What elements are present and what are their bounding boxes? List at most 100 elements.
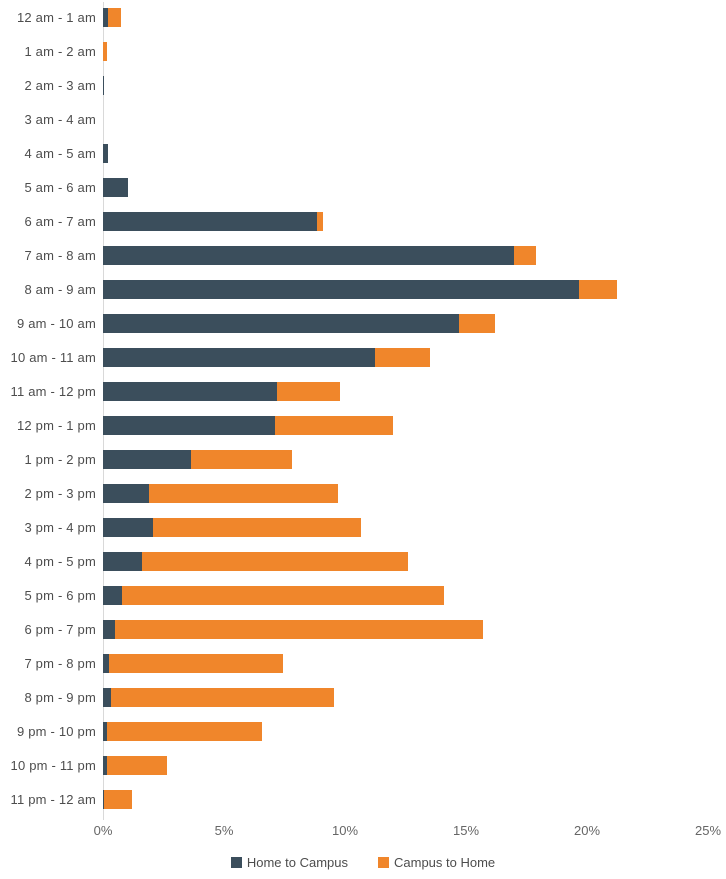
y-axis-label: 3 am - 4 am [24,111,96,127]
y-axis-label: 7 am - 8 am [24,247,96,263]
bar-track [103,551,708,571]
bar-segment-home-to-campus [103,721,107,741]
bar-segment-campus-to-home [152,517,361,537]
y-axis-label: 2 am - 3 am [24,77,96,93]
bar-row-7-pm-8-pm: 7 pm - 8 pm [0,646,726,680]
bar-track [103,41,708,61]
bar-track [103,381,708,401]
bar-segment-home-to-campus [103,755,107,775]
bar-row-4-am-5-am: 4 am - 5 am [0,136,726,170]
bar-track [103,313,708,333]
y-axis-label: 4 am - 5 am [24,145,96,161]
bar-row-9-pm-10-pm: 9 pm - 10 pm [0,714,726,748]
y-axis-label: 6 pm - 7 pm [24,621,96,637]
bar-row-11-pm-12-am: 11 pm - 12 am [0,782,726,816]
bar-segment-campus-to-home [578,279,618,299]
bar-segment-home-to-campus [103,75,105,95]
y-axis-label: 4 pm - 5 pm [24,553,96,569]
bar-row-10-pm-11-pm: 10 pm - 11 pm [0,748,726,782]
bar-track [103,585,708,605]
bar-segment-campus-to-home [458,313,496,333]
y-axis-label: 12 pm - 1 pm [17,417,96,433]
bar-row-8-am-9-am: 8 am - 9 am [0,272,726,306]
y-axis-label: 11 pm - 12 am [10,791,96,807]
bar-track [103,755,708,775]
x-tick-label: 0% [93,823,113,838]
x-tick-label: 15% [452,823,480,838]
bar-track [103,483,708,503]
bar-segment-home-to-campus [103,211,318,231]
bar-row-5-am-6-am: 5 am - 6 am [0,170,726,204]
bar-track [103,75,708,95]
bar-track [103,279,708,299]
bar-segment-campus-to-home [115,619,483,639]
bar-segment-home-to-campus [103,619,116,639]
y-axis-label: 9 am - 10 am [17,315,96,331]
bar-segment-home-to-campus [103,347,376,367]
bar-row-10-am-11-am: 10 am - 11 am [0,340,726,374]
bar-track [103,245,708,265]
bar-segment-home-to-campus [103,789,105,809]
y-axis-label: 1 am - 2 am [24,43,96,59]
legend-item-campus-to-home: Campus to Home [378,855,495,870]
bar-segment-home-to-campus [103,483,149,503]
y-axis-label: 10 pm - 11 pm [10,757,96,773]
bar-segment-home-to-campus [103,415,275,435]
bar-row-11-am-12-pm: 11 am - 12 pm [0,374,726,408]
bar-segment-campus-to-home [141,551,408,571]
y-axis-label: 1 pm - 2 pm [24,451,96,467]
bar-segment-campus-to-home [111,687,335,707]
bar-segment-home-to-campus [103,245,515,265]
bar-segment-campus-to-home [106,721,262,741]
y-axis-line [103,2,104,820]
bar-track [103,449,708,469]
bar-segment-home-to-campus [103,143,108,163]
y-axis-label: 9 pm - 10 pm [17,723,96,739]
bar-segment-campus-to-home [277,381,341,401]
bar-row-6-am-7-am: 6 am - 7 am [0,204,726,238]
bar-track [103,619,708,639]
x-tick-label: 25% [694,823,722,838]
bar-segment-home-to-campus [103,551,142,571]
x-axis: 0% 5% 10% 15% 20% 25% [0,816,726,846]
y-axis-label: 6 am - 7 am [24,213,96,229]
bar-segment-home-to-campus [103,313,459,333]
legend-label: Campus to Home [394,855,496,870]
y-axis-label: 3 pm - 4 pm [24,519,96,535]
legend-label: Home to Campus [246,855,348,870]
bar-segment-home-to-campus [103,177,129,197]
bar-segment-home-to-campus [103,687,112,707]
bar-track [103,789,708,809]
bar-row-8-pm-9-pm: 8 pm - 9 pm [0,680,726,714]
bar-track [103,415,708,435]
bar-segment-campus-to-home [109,653,284,673]
bar-row-2-am-3-am: 2 am - 3 am [0,68,726,102]
bar-segment-campus-to-home [191,449,292,469]
bar-segment-campus-to-home [104,789,133,809]
bar-track [103,7,708,27]
bar-track [103,687,708,707]
bar-segment-home-to-campus [103,653,110,673]
bar-row-6-pm-7-pm: 6 pm - 7 pm [0,612,726,646]
y-axis-label: 10 am - 11 am [10,349,96,365]
bar-segment-campus-to-home [107,7,122,27]
x-tick-label: 5% [214,823,234,838]
bar-track [103,721,708,741]
legend-swatch-icon [378,857,389,868]
bar-segment-campus-to-home [317,211,324,231]
legend: Home to Campus Campus to Home [0,846,726,879]
y-axis-label: 8 am - 9 am [24,281,96,297]
bar-row-1-am-2-am: 1 am - 2 am [0,34,726,68]
bar-row-3-am-4-am: 3 am - 4 am [0,102,726,136]
y-axis-label: 5 pm - 6 pm [24,587,96,603]
legend-item-home-to-campus: Home to Campus [230,855,348,870]
bar-segment-home-to-campus [103,279,579,299]
bar-track [103,110,708,129]
bar-segment-campus-to-home [274,415,394,435]
y-axis-label: 2 pm - 3 pm [24,485,96,501]
bar-track [103,517,708,537]
bar-row-12-am-1-am: 12 am - 1 am [0,0,726,34]
bar-segment-home-to-campus [103,585,123,605]
bar-row-3-pm-4-pm: 3 pm - 4 pm [0,510,726,544]
